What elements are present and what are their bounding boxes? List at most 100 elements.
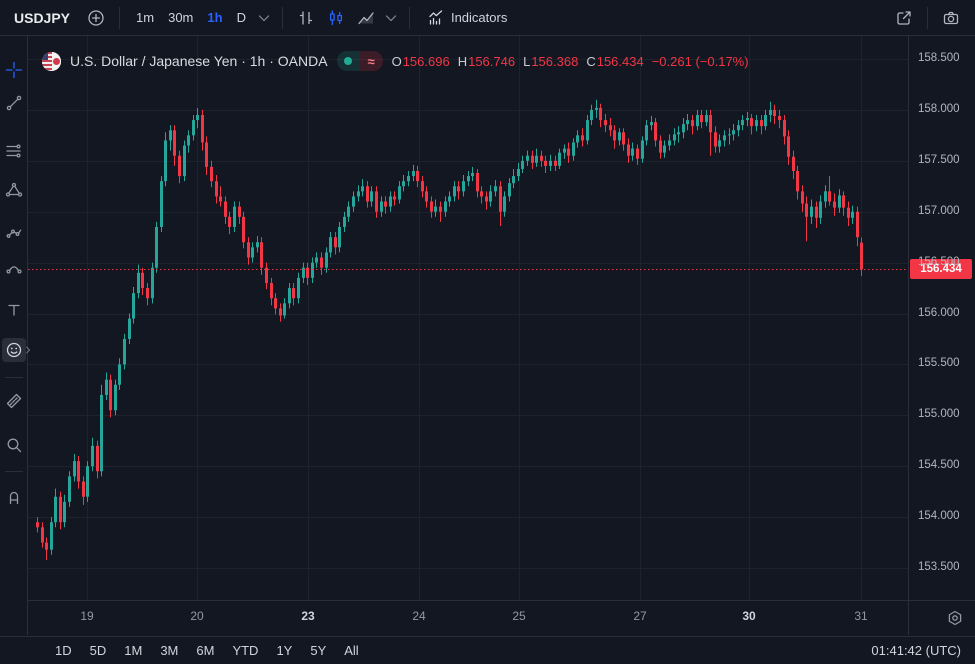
indicators-button[interactable]: Indicators	[419, 4, 515, 32]
range-YTD-button[interactable]: YTD	[232, 643, 259, 658]
price-axis[interactable]: 156.434 158.500 158.000 157.500 157.000 156.…	[908, 36, 975, 600]
low-value: 156.368	[531, 53, 579, 69]
symbol-title[interactable]: U.S. Dollar / Japanese Yen · 1h · OANDA	[70, 53, 328, 69]
arc-icon	[5, 259, 23, 277]
price-tick-label: 156.500	[918, 255, 960, 268]
candles-chart-type-button[interactable]	[322, 4, 350, 32]
magnifier-icon	[5, 436, 23, 454]
interval-30m-button[interactable]: 30m	[168, 10, 194, 25]
range-5D-button[interactable]: 5D	[89, 643, 107, 658]
sidebar-divider	[5, 377, 23, 378]
market-status-badge[interactable]: ≈	[336, 51, 383, 71]
market-open-dot	[344, 57, 353, 65]
toolbar-divider	[408, 6, 410, 29]
price-tick-label: 153.500	[918, 561, 960, 573]
market-open-indicator	[336, 51, 360, 71]
range-group: 1D 5D 1M 3M 6M YTD 1Y 5Y All	[46, 639, 368, 663]
range-1M-button[interactable]: 1M	[124, 643, 143, 658]
price-tick-label: 155.500	[918, 357, 960, 370]
crosshair-icon	[5, 61, 23, 79]
symbol-button[interactable]: USDJPY	[14, 9, 71, 26]
sidebar-divider	[5, 471, 23, 472]
time-tick-label: 23	[301, 609, 315, 623]
open-in-new-window-button[interactable]	[890, 4, 918, 32]
price-tick-label: 154.000	[918, 510, 960, 523]
toolbar-divider	[281, 6, 283, 29]
price-tick-label: 158.500	[918, 52, 960, 64]
chart-plot-area[interactable]: U.S. Dollar / Japanese Yen · 1h · OANDA …	[28, 36, 908, 600]
tool-text-button[interactable]	[2, 298, 26, 322]
axis-settings-button[interactable]	[946, 609, 964, 627]
time-tick-label: 24	[412, 609, 426, 623]
chevron-down-icon	[255, 9, 273, 27]
tool-fib-lines-button[interactable]	[2, 139, 26, 163]
price-tick-label: 158.000	[918, 102, 960, 115]
candles-icon	[327, 9, 345, 27]
delayed-data-indicator: ≈	[359, 51, 383, 71]
bars-icon	[297, 9, 315, 27]
tool-ruler-button[interactable]	[2, 389, 26, 413]
tool-emoji-button[interactable]	[2, 338, 26, 362]
indicators-icon	[427, 9, 445, 27]
axis-corner	[908, 600, 975, 635]
top-toolbar: USDJPY 1m 30m 1h D Indicators	[0, 0, 975, 36]
high-value: 156.746	[468, 53, 516, 69]
emoji-icon	[5, 341, 23, 359]
tool-forecast-button[interactable]	[2, 220, 26, 244]
interval-menu-chevron[interactable]	[255, 4, 273, 32]
tool-magnet-button[interactable]	[2, 485, 26, 509]
close-label: C	[586, 53, 596, 69]
area-chart-type-button[interactable]	[352, 4, 380, 32]
open-label: O	[391, 53, 402, 69]
high-label: H	[457, 53, 468, 69]
clock-utc[interactable]: 01:41:42 (UTC)	[871, 643, 961, 658]
area-chart-icon	[357, 9, 375, 27]
external-link-icon	[895, 9, 913, 27]
tool-arc-button[interactable]	[2, 256, 26, 280]
indicators-label: Indicators	[450, 10, 508, 25]
range-6M-button[interactable]: 6M	[196, 643, 215, 658]
chevron-down-icon	[382, 9, 400, 27]
low-label: L	[523, 53, 531, 69]
compare-add-symbol-button[interactable]	[82, 4, 110, 32]
tool-trend-line-button[interactable]	[2, 91, 26, 115]
time-tick-label: 27	[633, 609, 647, 623]
last-price-tag: 156.434	[910, 259, 972, 280]
plus-circle-icon	[87, 9, 105, 27]
magnet-icon	[5, 488, 23, 506]
chart-type-menu-chevron[interactable]	[382, 4, 400, 32]
time-tick-label: 30	[742, 609, 756, 623]
time-tick-label: 31	[854, 609, 868, 623]
interval-1m-button[interactable]: 1m	[136, 10, 155, 25]
screenshot-button[interactable]	[937, 4, 965, 32]
interval-1h-button[interactable]: 1h	[207, 10, 223, 25]
sidebar-expand-arrow[interactable]	[24, 342, 32, 358]
bars-chart-type-button[interactable]	[292, 4, 320, 32]
interval-D-button[interactable]: D	[236, 10, 246, 25]
time-tick-label: 25	[512, 609, 526, 623]
tool-magnifier-button[interactable]	[2, 433, 26, 457]
text-icon	[5, 301, 23, 319]
range-5Y-button[interactable]: 5Y	[310, 643, 327, 658]
range-All-button[interactable]: All	[344, 643, 359, 658]
time-tick-label: 20	[190, 609, 204, 623]
change-value: −0.261 (−0.17%)	[651, 53, 749, 69]
price-tick-label: 157.500	[918, 153, 960, 166]
price-tick-label: 154.500	[918, 459, 960, 472]
toolbar-divider	[927, 6, 928, 29]
time-axis[interactable]: 19 20 23 24 25 27 30 31	[28, 600, 908, 635]
camera-icon	[942, 9, 960, 27]
interval-group: 1m 30m 1h D	[129, 4, 253, 32]
candlestick-chart[interactable]	[28, 36, 908, 600]
tool-xabcd-pattern-button[interactable]	[2, 178, 26, 202]
range-1Y-button[interactable]: 1Y	[276, 643, 293, 658]
tool-crosshair-button[interactable]	[2, 58, 26, 82]
price-tick-label: 157.000	[918, 204, 960, 217]
fib-lines-icon	[5, 142, 23, 160]
range-1D-button[interactable]: 1D	[55, 643, 72, 658]
bottom-toolbar: 1D 5D 1M 3M 6M YTD 1Y 5Y All 01:41:42 (UTC)	[0, 636, 975, 664]
ohlc-readout: O 156.696 H 156.746 L 156.368 C 156.434 −0.2…	[392, 54, 749, 69]
forecast-icon	[5, 223, 23, 241]
range-3M-button[interactable]: 3M	[160, 643, 179, 658]
